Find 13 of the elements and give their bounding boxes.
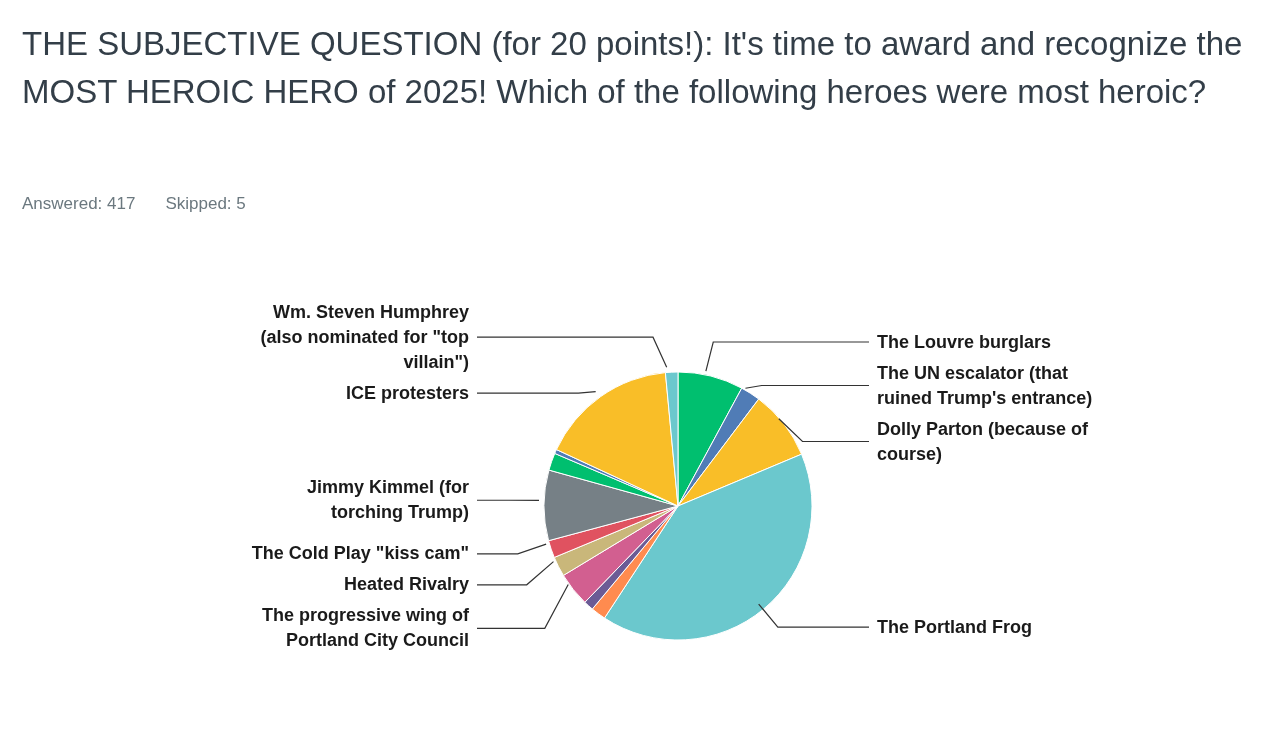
slice-label: The progressive wing of Portland City Council — [261, 605, 470, 651]
slice-label: The Portland Frog — [877, 616, 1032, 637]
slice-label: The Louvre burglars — [877, 331, 1052, 352]
slice-label: Dolly Parton (because of course) — [877, 418, 1090, 464]
slice-label: Heated Rivalry — [343, 574, 469, 595]
text: Skipped: 5 — [165, 194, 246, 214]
slice-label: Jimmy Kimmel (for torching Trump) — [306, 477, 469, 523]
text: Answered: 417 — [22, 194, 136, 214]
chart-title: THE SUBJECTIVE QUESTION (for 20 points!): It's time to award and recognize the MOST HEROIC HERO of 2025! Which of the following heroes were most heroic? — [22, 24, 1244, 112]
slice-label: The Cold Play "kiss cam" — [251, 543, 469, 564]
slice-label: Wm. Steven Humphrey (also nominated for "top villain") — [260, 301, 469, 372]
slice-label: The UN escalator (that ruined Trump's entrance) — [877, 362, 1093, 408]
slice-label: ICE protesters — [345, 382, 469, 403]
